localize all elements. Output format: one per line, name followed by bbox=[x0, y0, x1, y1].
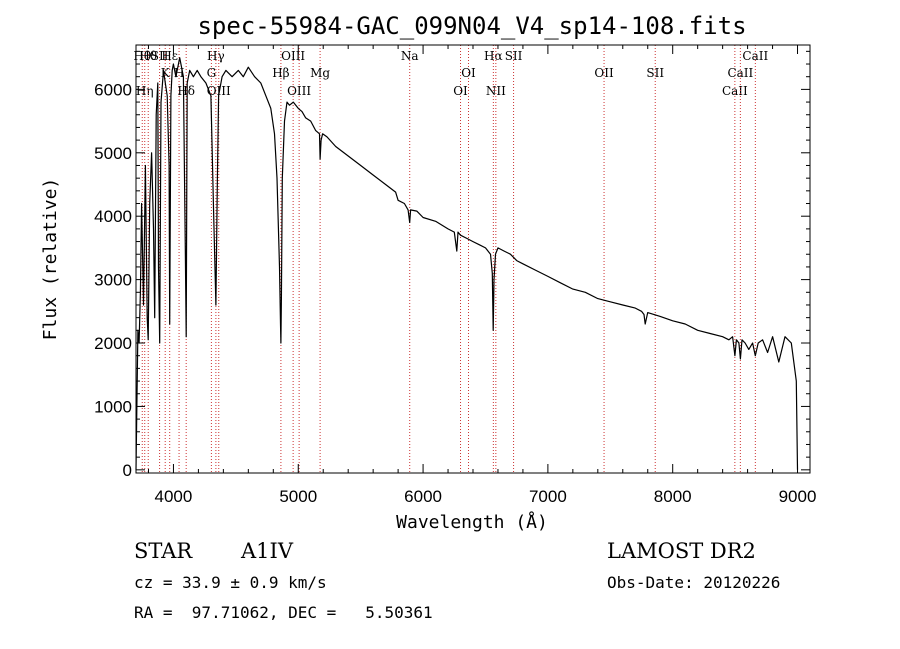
line-marker-label: OI bbox=[461, 66, 476, 80]
line-marker-label: K bbox=[161, 66, 171, 80]
y-tick-label: 2000 bbox=[94, 334, 132, 353]
line-marker-label: Hε bbox=[161, 49, 178, 63]
line-marker-label: Hη bbox=[136, 84, 154, 98]
y-tick-label: 0 bbox=[123, 461, 132, 480]
line-marker-label: Hθ bbox=[139, 49, 157, 63]
line-marker-label: OIII bbox=[281, 49, 305, 63]
observation-date: Obs-Date: 20120226 bbox=[607, 573, 781, 592]
y-tick-label: 5000 bbox=[94, 144, 132, 163]
line-marker-label: SII bbox=[505, 49, 523, 63]
x-tick-label: 6000 bbox=[404, 487, 442, 506]
chart-title: spec-55984-GAC_099N04_V4_sp14-108.fits bbox=[197, 12, 746, 40]
axes: 4000 5000 6000 7000 8000 9000 0 1000 2000 3000 400… bbox=[94, 45, 816, 506]
y-tick-label: 3000 bbox=[94, 271, 132, 290]
line-marker-label: NII bbox=[486, 84, 506, 98]
line-marker-label: Mg bbox=[310, 66, 330, 80]
redshift-text: cz = 33.9 ± 0.9 km/s bbox=[134, 573, 327, 592]
coordinates-text: RA = 97.71062, DEC = 5.50361 bbox=[134, 603, 433, 622]
line-marker-label: H bbox=[174, 66, 184, 80]
x-tick-label: 8000 bbox=[654, 487, 692, 506]
line-marker-label: Hθ bbox=[133, 49, 151, 63]
object-type: STAR bbox=[134, 539, 193, 563]
y-tick-label: 1000 bbox=[94, 397, 132, 416]
line-marker-label: CaII bbox=[742, 49, 768, 63]
line-marker-label: OII bbox=[594, 66, 614, 80]
y-axis-label: Flux (relative) bbox=[40, 178, 61, 341]
line-marker-label: Na bbox=[401, 49, 419, 63]
line-marker-label: SII bbox=[151, 49, 169, 63]
line-marker-label: CaII bbox=[727, 66, 753, 80]
line-marker-label: G bbox=[207, 66, 217, 80]
y-tick-label: 6000 bbox=[94, 80, 132, 99]
plot-frame bbox=[135, 44, 811, 474]
x-tick-label: 5000 bbox=[279, 487, 317, 506]
x-axis-label: Wavelength (Å) bbox=[396, 511, 548, 533]
spectral-subclass: A1IV bbox=[241, 539, 293, 563]
line-markers: HθHηHθSIIKHεHHδGHγOIIIHβOIIIOIIIMgNaOIOI… bbox=[133, 45, 768, 473]
y-tick-label: 4000 bbox=[94, 207, 132, 226]
line-marker-label: Hδ bbox=[177, 84, 195, 98]
x-tick-label: 7000 bbox=[529, 487, 567, 506]
line-marker-label: Hβ bbox=[272, 66, 289, 80]
spectrum-line bbox=[135, 57, 799, 470]
spectrum-series bbox=[135, 57, 799, 470]
line-marker-label: OI bbox=[453, 84, 468, 98]
line-marker-label: SII bbox=[646, 66, 664, 80]
x-tick-label: 9000 bbox=[779, 487, 817, 506]
x-tick-label: 4000 bbox=[155, 487, 193, 506]
line-marker-label: Hγ bbox=[207, 49, 225, 63]
survey-name: LAMOST DR2 bbox=[607, 539, 756, 563]
line-marker-label: OIII bbox=[287, 84, 311, 98]
line-marker-label: Hα bbox=[484, 49, 503, 63]
line-marker-label: CaII bbox=[722, 84, 748, 98]
